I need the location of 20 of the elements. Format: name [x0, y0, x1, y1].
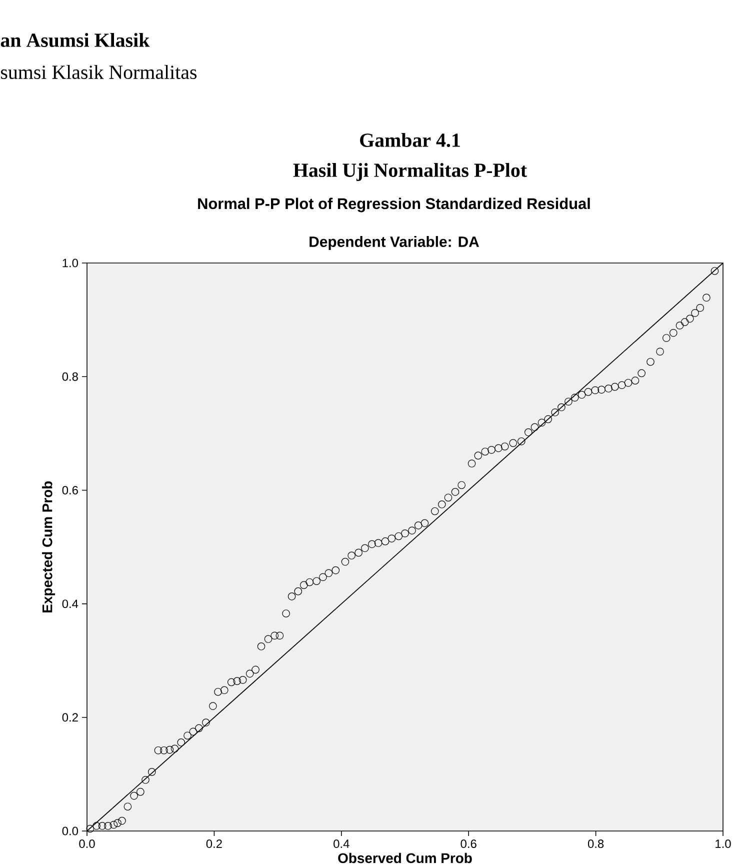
y-tick-label: 0.4 — [62, 600, 78, 608]
x-axis-title: Observed Cum Prob — [338, 852, 472, 864]
text: Hasil Uji Normalitas P-Plot — [293, 162, 527, 182]
x-tick-label: 0.2 — [206, 840, 222, 848]
x-tick-label: 0.6 — [460, 840, 476, 848]
y-tick-label: 0.6 — [62, 486, 78, 494]
y-tick-label: 0.8 — [62, 372, 78, 381]
y-tick-label: 0.0 — [62, 826, 78, 836]
y-tick-label: 1.0 — [62, 258, 78, 268]
x-tick-label: 1.0 — [716, 840, 731, 848]
x-tick-label: 0.8 — [588, 840, 604, 848]
text: Gambar 4.1 — [360, 132, 460, 148]
y-tick-label: 0.2 — [62, 713, 78, 722]
text: an Asumsi Klasik — [0, 32, 150, 48]
x-tick-label: 0.0 — [79, 840, 95, 848]
chart-title: Normal P-P Plot of Regression Standardized Residual — [198, 198, 590, 212]
y-axis-title: Expected Cum Prob — [42, 481, 56, 612]
chart-subtitle: Dependent Variable: DA — [310, 236, 479, 250]
text: sumsi Klasik Normalitas — [1, 64, 197, 80]
x-tick-label: 0.4 — [334, 840, 350, 848]
